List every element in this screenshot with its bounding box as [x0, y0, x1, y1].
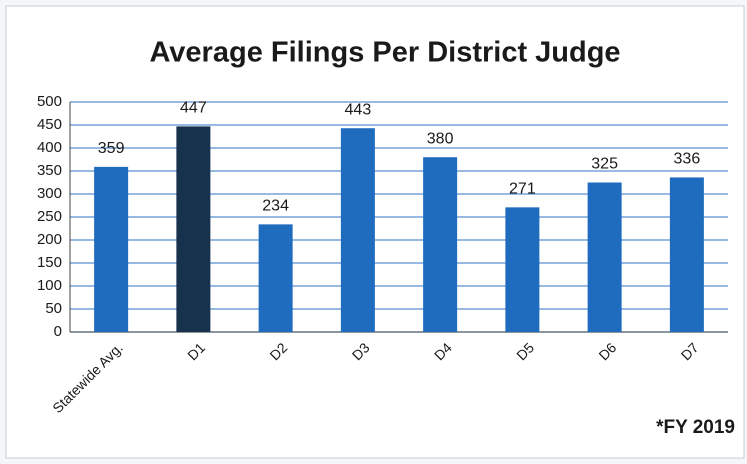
data-label: 325 [591, 156, 618, 173]
data-label: 271 [509, 181, 536, 198]
y-tick-label: 400 [37, 139, 62, 156]
chart-title: Average Filings Per District Judge [149, 37, 620, 69]
bar [176, 126, 211, 332]
y-tick-label: 200 [37, 231, 62, 248]
bar [340, 128, 375, 332]
data-label: 336 [674, 151, 701, 168]
y-tick-label: 50 [45, 300, 62, 317]
y-tick-label: 300 [37, 185, 62, 202]
bar [94, 166, 129, 332]
bar [505, 207, 540, 332]
data-label: 359 [98, 140, 125, 157]
bar [669, 177, 704, 332]
data-label: 443 [345, 101, 372, 118]
data-label: 380 [427, 130, 454, 147]
annotation: *FY 2019 [656, 417, 735, 438]
y-tick-label: 450 [37, 116, 62, 133]
y-tick-label: 0 [54, 323, 62, 340]
data-label: 447 [180, 100, 207, 117]
bar [258, 224, 293, 332]
bar [587, 182, 622, 332]
y-tick-label: 500 [37, 93, 62, 110]
y-tick-label: 150 [37, 254, 62, 271]
data-label: 234 [262, 198, 289, 215]
y-tick-label: 100 [37, 277, 62, 294]
y-tick-label: 250 [37, 208, 62, 225]
bar [423, 157, 458, 332]
y-tick-label: 350 [37, 162, 62, 179]
